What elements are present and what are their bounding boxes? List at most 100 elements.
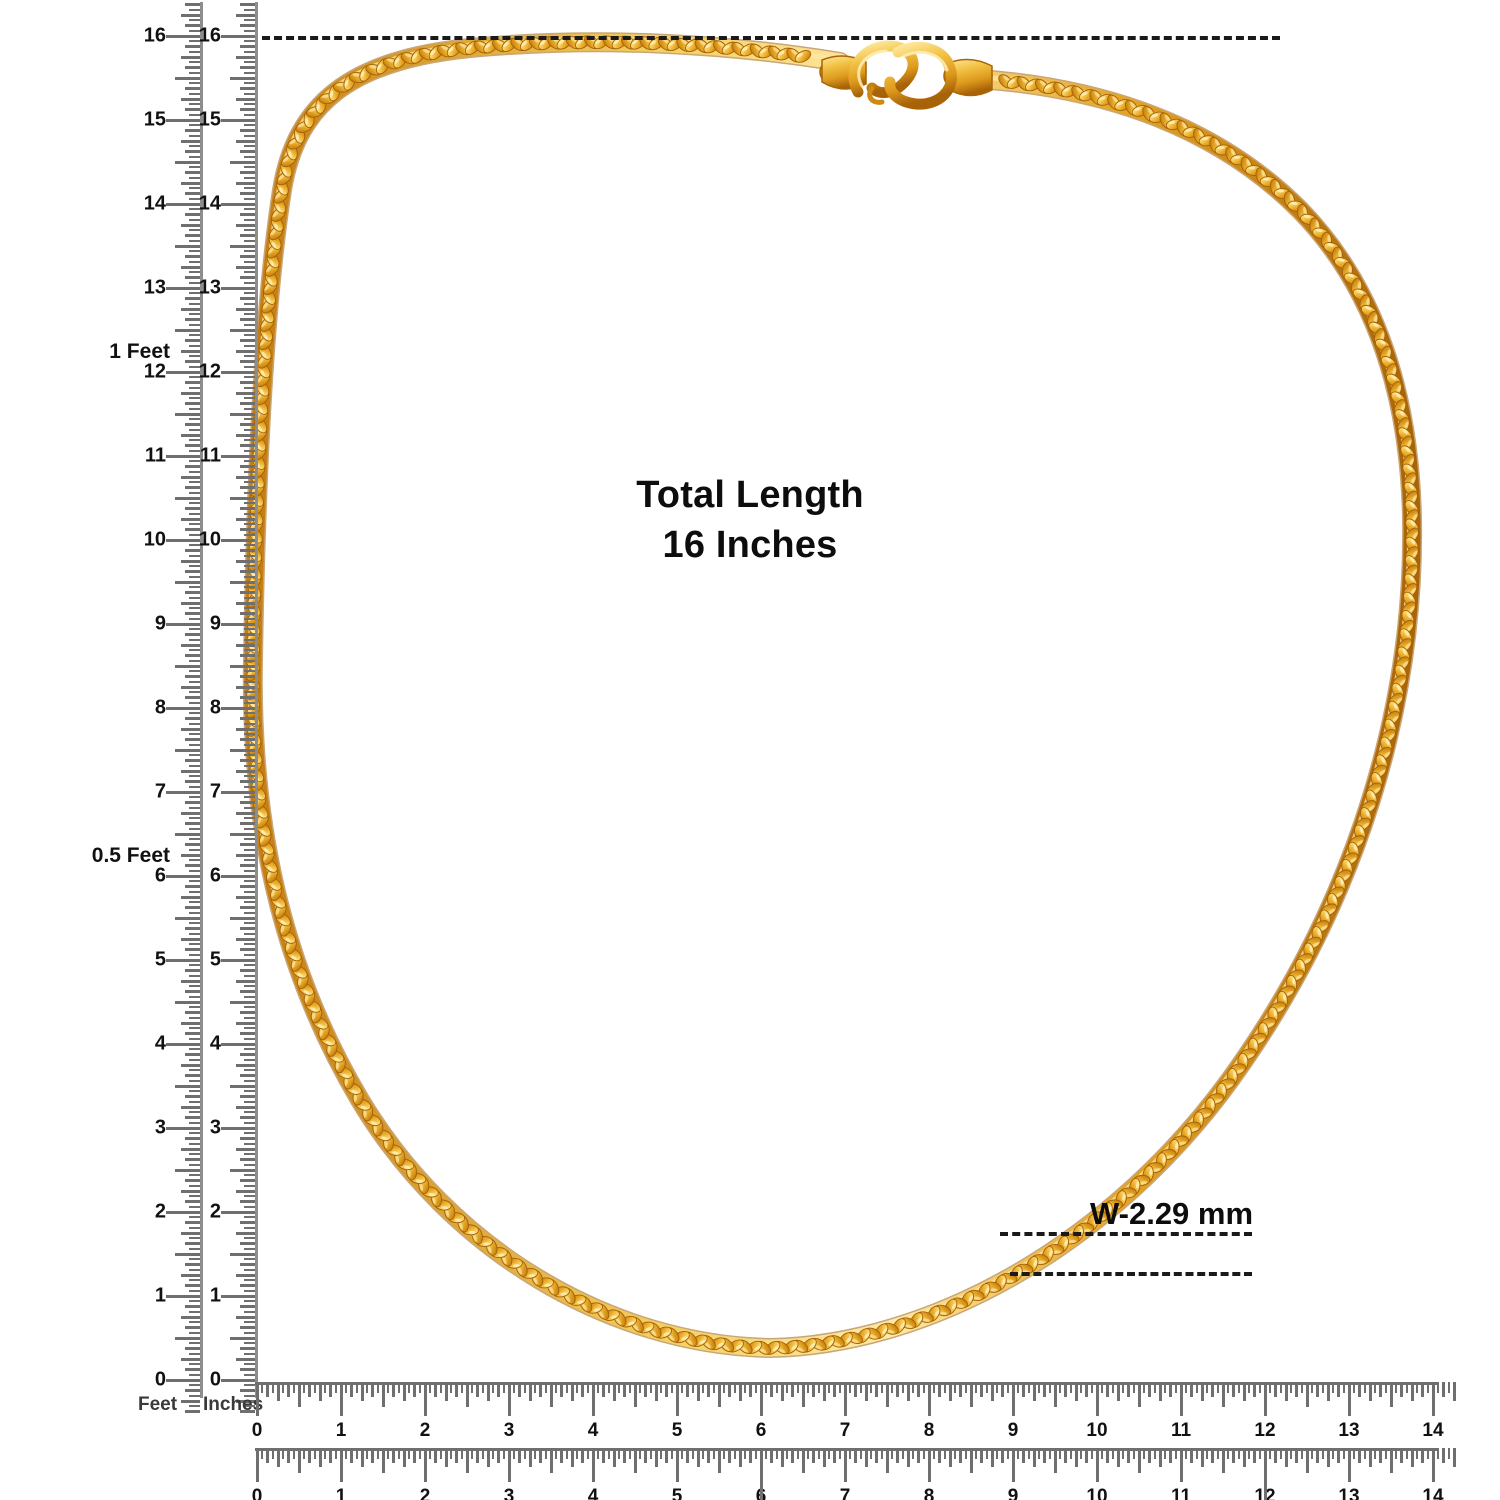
- ruler-tick: [244, 659, 255, 662]
- ruler-tick: [240, 87, 255, 90]
- ruler-tick: [528, 1382, 532, 1401]
- ruler-tick: [175, 244, 200, 248]
- ruler-tick: [189, 40, 200, 43]
- ruler-tick: [1279, 1448, 1282, 1459]
- ruler-tick: [702, 1382, 705, 1393]
- ruler-tick: [1011, 1382, 1015, 1416]
- ruler-tick: [189, 176, 200, 179]
- ruler-tick: [166, 454, 200, 458]
- ruler-tick: [230, 580, 255, 584]
- ruler-tick: [230, 664, 255, 668]
- ruler-tick: [185, 213, 200, 216]
- ruler-tick: [189, 197, 200, 200]
- ruler-tick: [244, 1237, 255, 1240]
- ruler-tick: [244, 61, 255, 64]
- ruler-tick: [261, 1448, 264, 1459]
- ruler-tick: [189, 1289, 200, 1292]
- ruler-tick: [189, 649, 200, 652]
- ruler-tick: [1295, 1448, 1298, 1463]
- ruler-tick: [189, 659, 200, 662]
- ruler-tick: [465, 1448, 469, 1473]
- ruler-tick: [185, 24, 200, 27]
- ruler-tick: [1038, 1382, 1041, 1393]
- ruler-tick: [175, 580, 200, 584]
- ruler-tick: [1153, 1382, 1156, 1393]
- ruler-tick: [240, 108, 255, 111]
- ruler-tick: [230, 1084, 255, 1088]
- ruler-tick: [244, 712, 255, 715]
- ruler-tick: [185, 423, 200, 426]
- ruler-tick: [870, 1382, 873, 1393]
- ruler-tick: [817, 1448, 820, 1459]
- ruler-tick: [240, 780, 255, 783]
- ruler-tick: [181, 727, 200, 731]
- ruler-tick: [244, 743, 255, 746]
- ruler-tick: [244, 680, 255, 683]
- ruler-tick: [185, 360, 200, 363]
- ruler-tick: [1206, 1382, 1209, 1393]
- ruler-tick: [240, 1137, 255, 1140]
- ruler-tick: [189, 1394, 200, 1397]
- ruler-tick: [1452, 1382, 1456, 1401]
- ruler-tick: [244, 460, 255, 463]
- ruler-tick: [1143, 1448, 1146, 1459]
- ruler-tick: [244, 1352, 255, 1355]
- ruler-tick: [1137, 1382, 1141, 1407]
- ruler-tick: [717, 1448, 721, 1473]
- ruler-tick: [455, 1448, 458, 1463]
- ruler-tick: [570, 1382, 574, 1401]
- ruler-tick: [1248, 1382, 1251, 1393]
- ruler-tick: [240, 1200, 255, 1203]
- ruler-tick: [990, 1448, 994, 1467]
- ruler-tick: [418, 1448, 421, 1459]
- ruler-tick: [1174, 1448, 1177, 1459]
- ruler-feet-stem: [759, 1448, 763, 1500]
- ruler-tick: [185, 1263, 200, 1266]
- ruler-tick: [1132, 1448, 1135, 1459]
- ruler-tick: [1211, 1382, 1214, 1397]
- ruler-tick: [240, 1053, 255, 1056]
- ruler-tick: [189, 344, 200, 347]
- ruler-number: 8: [923, 1420, 935, 1441]
- ruler-tick: [324, 1382, 327, 1393]
- ruler-tick: [236, 1105, 255, 1109]
- ruler-tick: [1347, 1448, 1351, 1482]
- ruler-tick: [189, 1405, 200, 1408]
- ruler-tick: [912, 1382, 915, 1393]
- ruler-tick: [1053, 1382, 1057, 1407]
- ruler-tick: [181, 601, 200, 605]
- ruler-tick: [1379, 1448, 1382, 1463]
- ruler-tick: [1006, 1382, 1009, 1393]
- ruler-feet-stem: [1263, 1448, 1267, 1500]
- ruler-tick: [189, 1058, 200, 1061]
- ruler-tick: [181, 811, 200, 815]
- ruler-tick: [513, 1382, 516, 1393]
- ruler-tick: [812, 1382, 815, 1397]
- total-length-value: 16 Inches: [662, 524, 838, 567]
- ruler-tick: [849, 1382, 852, 1393]
- ruler-tick: [240, 1410, 255, 1413]
- ruler-tick: [189, 1079, 200, 1082]
- ruler-tick: [240, 633, 255, 636]
- ruler-tick: [985, 1448, 988, 1459]
- ruler-tick: [1368, 1382, 1372, 1401]
- ruler-tick: [801, 1382, 805, 1407]
- ruler-tick: [185, 591, 200, 594]
- ruler-tick: [476, 1448, 479, 1463]
- ruler-tick: [1164, 1448, 1167, 1459]
- ruler-tick: [181, 1231, 200, 1235]
- ruler-tick: [560, 1448, 563, 1463]
- ruler-tick: [854, 1448, 857, 1463]
- ruler-tick: [236, 895, 255, 899]
- ruler-tick: [644, 1448, 647, 1463]
- ruler-tick: [236, 139, 255, 143]
- ruler-number: 9: [209, 612, 221, 635]
- ruler-tick: [181, 1315, 200, 1319]
- ruler-tick: [189, 985, 200, 988]
- ruler-tick: [175, 1168, 200, 1172]
- ruler-tick: [429, 1448, 432, 1459]
- ruler-tick: [1017, 1448, 1020, 1459]
- ruler-tick: [185, 1011, 200, 1014]
- ruler-tick: [189, 187, 200, 190]
- ruler-tick: [507, 1382, 511, 1416]
